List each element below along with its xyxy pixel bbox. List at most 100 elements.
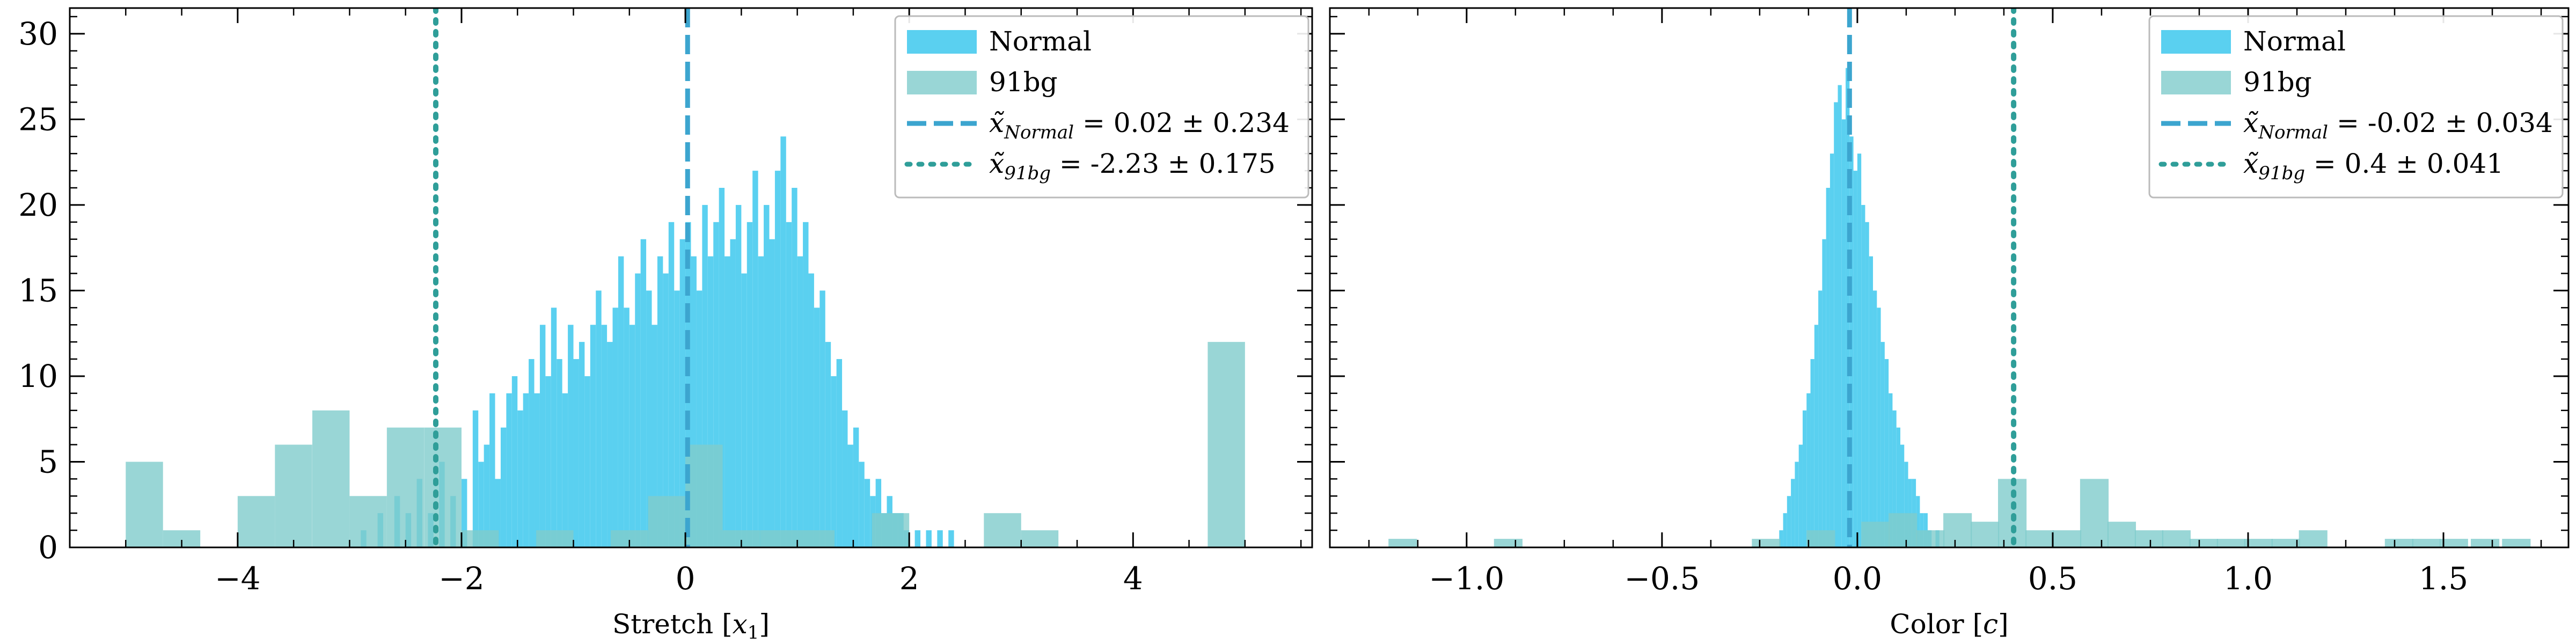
histogram-bar xyxy=(668,222,675,547)
histogram-bar xyxy=(511,376,518,547)
histogram-bar xyxy=(557,359,562,547)
histogram-bar xyxy=(774,171,781,547)
histogram-bar xyxy=(607,342,613,547)
histogram-bar xyxy=(500,427,507,547)
histogram-bar xyxy=(1208,342,1245,547)
histogram-bar xyxy=(629,325,635,547)
histogram-bar xyxy=(424,427,462,547)
color-histogram-panel: −1.0 −0.5 0.0 0.5 1.0 1.5 Color [c] Normal 91bg x… xyxy=(1329,7,2570,640)
legend-swatch xyxy=(907,71,977,94)
histogram-bar xyxy=(663,273,669,547)
histogram-bar xyxy=(1841,119,1846,547)
histogram-bar xyxy=(2412,539,2441,547)
legend-label: 91bg xyxy=(2243,67,2312,98)
histogram-bar xyxy=(1388,539,1417,547)
histogram-bar xyxy=(1783,513,1787,547)
histogram-bar xyxy=(1916,530,1945,547)
histogram-bar xyxy=(1829,153,1834,547)
histogram-bar xyxy=(1920,513,1924,547)
histogram-bar xyxy=(808,273,814,547)
histogram-bar xyxy=(1752,539,1781,547)
histogram-bar xyxy=(679,239,686,547)
histogram-bar xyxy=(1802,410,1807,547)
histogram-bar xyxy=(752,171,758,547)
x-tick-label: 2 xyxy=(899,560,919,597)
histogram-bar xyxy=(1779,530,1783,547)
histogram-bar xyxy=(579,342,585,547)
histogram-bar xyxy=(1806,530,1835,547)
histogram-bar xyxy=(1916,496,1920,547)
histogram-bar xyxy=(1880,342,1885,547)
histogram-bar xyxy=(1838,85,1842,547)
histogram-bar xyxy=(648,496,686,547)
histogram-bar xyxy=(914,530,921,547)
y-tick-label: 10 xyxy=(18,358,58,394)
histogram-bar xyxy=(842,410,848,547)
histogram-bar xyxy=(758,256,764,547)
histogram-bar xyxy=(517,410,523,547)
legend-swatch xyxy=(2161,71,2231,94)
histogram-bar xyxy=(1834,102,1838,547)
histogram-bar xyxy=(596,290,602,547)
histogram-bar xyxy=(484,444,490,547)
histogram-bar xyxy=(780,136,786,547)
histogram-bar xyxy=(730,239,736,547)
histogram-bar xyxy=(853,427,859,547)
histogram-bar xyxy=(831,376,837,547)
histogram-bar xyxy=(836,359,843,547)
histogram-bar xyxy=(792,188,797,547)
histogram-bar xyxy=(1873,290,1877,547)
histogram-bar xyxy=(1795,462,1799,547)
legend-label: x̃91bg = -2.23 ± 0.175 xyxy=(989,148,1276,184)
histogram-bar xyxy=(551,308,557,547)
series-91bg xyxy=(1388,479,2531,547)
plot-area xyxy=(1388,8,2531,547)
histogram-bar xyxy=(506,393,512,547)
legend-label: x̃Normal = 0.02 ± 0.234 xyxy=(989,107,1290,143)
histogram-bar xyxy=(1798,444,1803,547)
legend-swatch xyxy=(907,30,977,54)
histogram-bar xyxy=(624,308,630,547)
histogram-bar xyxy=(646,290,652,547)
histogram-bar xyxy=(495,479,501,547)
histogram-bar xyxy=(926,530,932,547)
histogram-bar xyxy=(1861,204,1865,547)
legend-label: x̃91bg = 0.4 ± 0.041 xyxy=(2243,148,2504,184)
histogram-bar xyxy=(1904,462,1908,547)
series-normal xyxy=(361,136,954,547)
histogram-bar xyxy=(2189,539,2218,547)
histogram-bar xyxy=(747,222,753,547)
histogram-bar xyxy=(872,513,910,547)
histogram-bar xyxy=(674,290,680,547)
histogram-bar xyxy=(2299,530,2328,547)
histogram-bar xyxy=(1853,171,1857,547)
histogram-bar xyxy=(814,308,820,547)
histogram-bar xyxy=(760,530,797,547)
legend-label: x̃Normal = -0.02 ± 0.034 xyxy=(2243,107,2553,143)
plot-area xyxy=(126,8,1245,547)
histogram-bar xyxy=(1826,188,1830,547)
histogram-bar xyxy=(478,462,484,547)
histogram-bar xyxy=(685,444,723,547)
histogram-bar xyxy=(803,222,809,547)
legend: Normal 91bg x̃Normal = 0.02 ± 0.234 x̃91bg … xyxy=(894,15,1309,199)
histogram-bar xyxy=(1787,496,1791,547)
histogram-bar xyxy=(126,462,163,547)
histogram-bar xyxy=(618,256,624,547)
x-tick-label: 4 xyxy=(1123,560,1143,597)
histogram-bar xyxy=(652,325,657,547)
histogram-bar xyxy=(312,410,350,547)
histogram-bar xyxy=(568,325,574,547)
x-tick-label: −4 xyxy=(215,560,261,597)
histogram-bar xyxy=(859,462,865,547)
histogram-bar xyxy=(2080,479,2109,547)
legend-swatch xyxy=(2161,30,2231,54)
histogram-bar xyxy=(713,222,719,547)
histogram-bar xyxy=(2052,530,2082,547)
y-tick-label: 25 xyxy=(18,101,58,137)
histogram-bar xyxy=(847,444,853,547)
histogram-bar xyxy=(573,359,579,547)
histogram-bar xyxy=(1810,359,1814,547)
legend-label: 91bg xyxy=(989,67,1058,98)
